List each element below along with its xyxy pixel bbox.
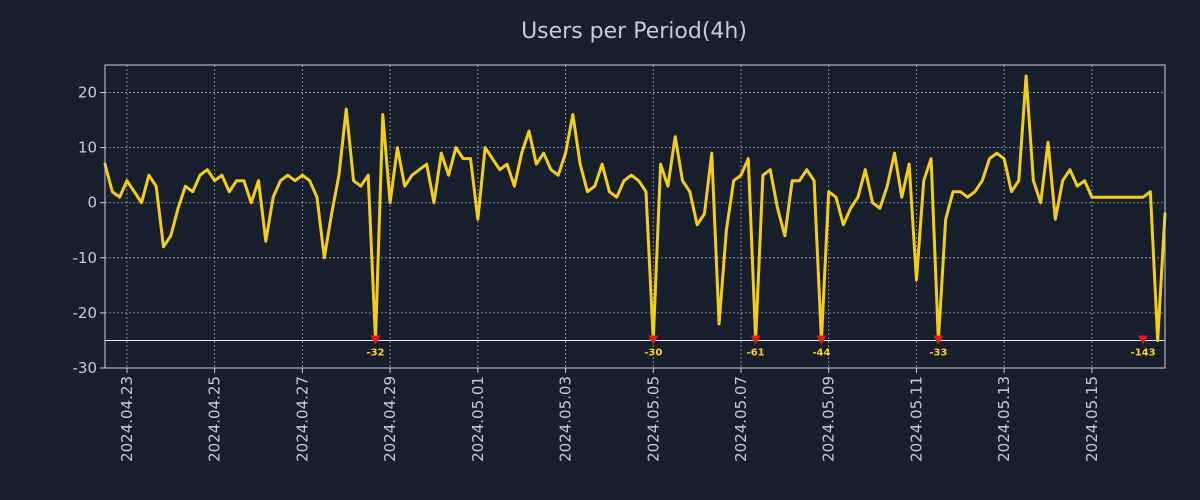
chart-title: Users per Period(4h) <box>521 19 747 44</box>
x-tick-label: 2024.04.25 <box>206 376 224 462</box>
outlier-marker <box>933 335 944 345</box>
outlier-marker <box>1138 335 1149 345</box>
y-tick-label: -20 <box>73 304 98 322</box>
outlier-marker <box>816 335 827 345</box>
x-tick-label: 2024.05.05 <box>644 376 662 462</box>
x-tick-label: 2024.05.07 <box>732 376 750 462</box>
outlier-marker <box>750 335 761 345</box>
x-tick-label: 2024.05.13 <box>995 376 1013 462</box>
x-tick-label: 2024.05.09 <box>820 376 838 462</box>
outlier-value-label: -61 <box>747 347 765 358</box>
outlier-marker <box>370 335 381 345</box>
plot-area-frame <box>104 64 1166 369</box>
y-tick-label: 10 <box>78 139 97 157</box>
x-tick-label: 2024.05.03 <box>557 376 575 462</box>
users-series-line <box>103 74 1167 342</box>
outlier-value-label: -33 <box>929 347 947 358</box>
y-tick-label: 0 <box>87 194 97 212</box>
y-tick-label: 20 <box>78 84 97 102</box>
x-tick-label: 2024.04.23 <box>118 376 136 462</box>
x-tick-label: 2024.05.15 <box>1083 376 1101 462</box>
x-tick-label: 2024.04.29 <box>381 376 399 462</box>
outlier-value-label: -30 <box>644 347 662 358</box>
outlier-value-label: -143 <box>1131 347 1156 358</box>
outlier-value-label: -44 <box>812 347 830 358</box>
x-tick-label: 2024.05.11 <box>907 376 925 462</box>
outlier-value-label: -32 <box>366 347 384 358</box>
y-tick-label: -10 <box>73 249 98 267</box>
y-tick-label: -30 <box>73 359 98 377</box>
x-tick-label: 2024.05.01 <box>469 376 487 462</box>
outlier-marker <box>648 335 659 345</box>
x-tick-label: 2024.04.27 <box>293 376 311 462</box>
